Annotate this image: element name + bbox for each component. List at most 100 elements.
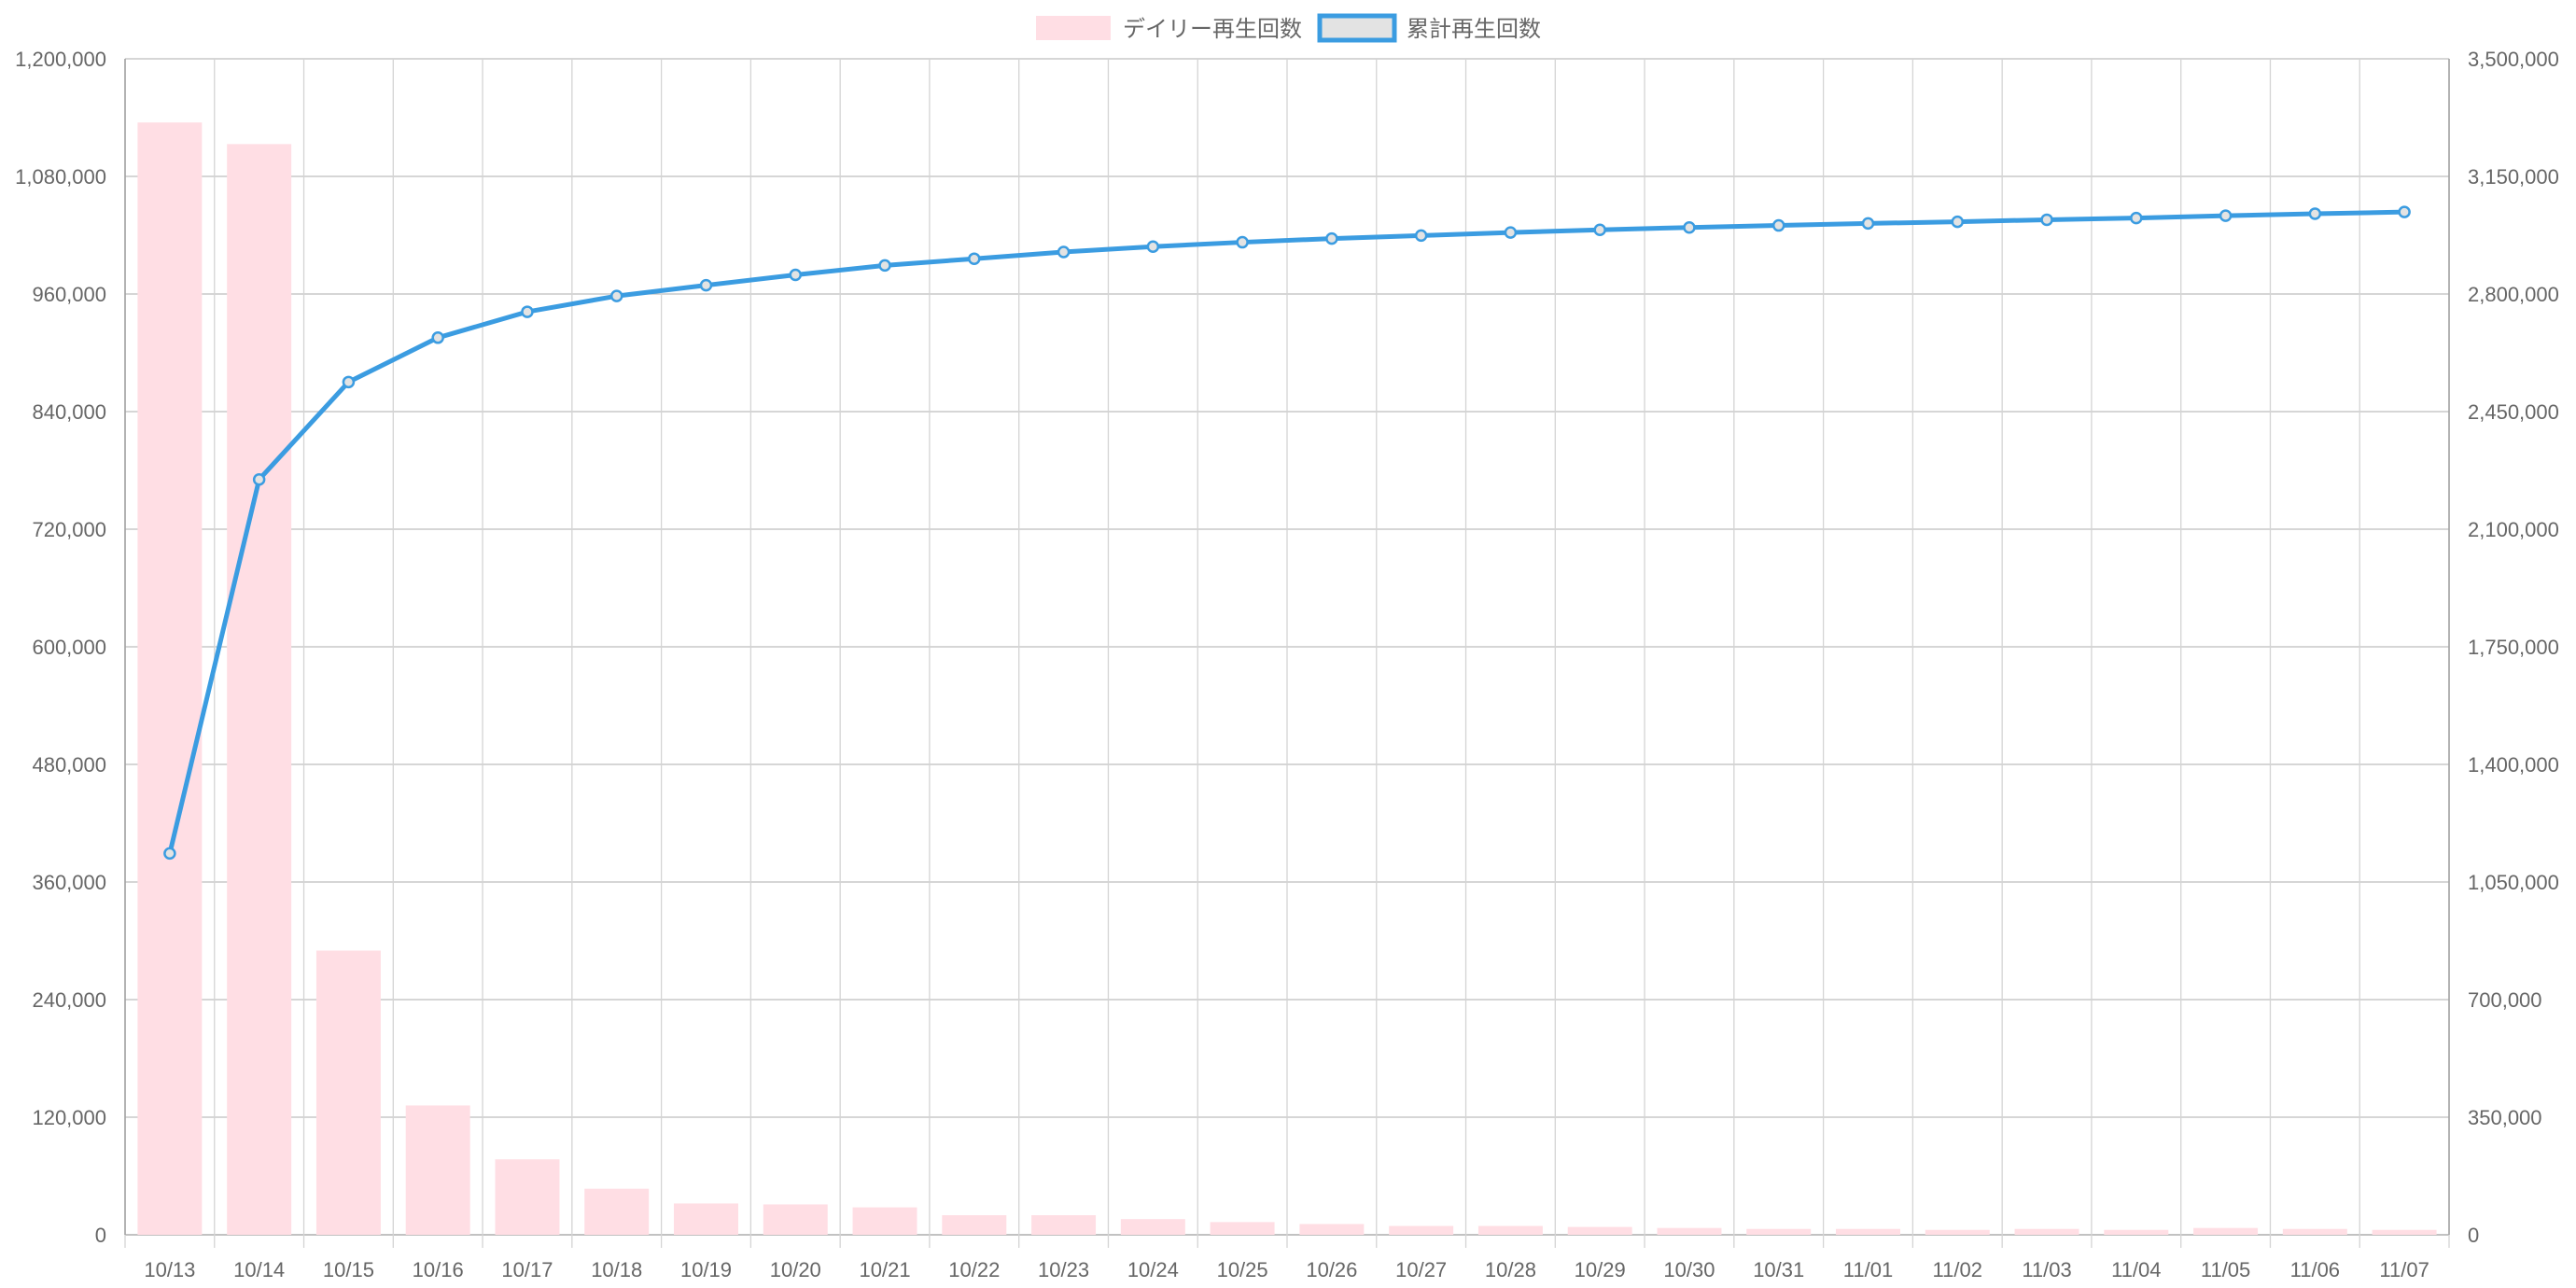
cumulative-point <box>878 259 891 273</box>
x-tick-label: 11/02 <box>1933 1258 1982 1281</box>
daily-bar <box>2014 1228 2079 1235</box>
y-left-tick-label: 1,200,000 <box>15 48 106 71</box>
cumulative-point <box>1683 220 1696 234</box>
y-left-tick-label: 600,000 <box>32 636 106 659</box>
cumulative-point <box>1504 226 1518 239</box>
daily-bar <box>1836 1228 1900 1235</box>
y-left-tick-label: 240,000 <box>32 988 106 1012</box>
cumulative-point <box>699 278 713 292</box>
daily-bar <box>852 1207 917 1235</box>
cumulative-point <box>1861 217 1875 231</box>
x-tick-label: 10/13 <box>144 1258 195 1281</box>
x-tick-label: 10/28 <box>1485 1258 1536 1281</box>
cumulative-point <box>1414 229 1428 243</box>
cumulative-point <box>1593 223 1606 236</box>
x-tick-label: 10/16 <box>413 1258 464 1281</box>
cumulative-point <box>431 331 444 344</box>
y-left-tick-label: 720,000 <box>32 518 106 541</box>
cumulative-point <box>1057 245 1071 259</box>
cumulative-point <box>252 472 266 486</box>
y-right-tick-label: 2,100,000 <box>2468 518 2559 541</box>
legend-item-daily[interactable]: デイリー再生回数 <box>1036 16 1302 42</box>
legend-label-daily: デイリー再生回数 <box>1123 17 1302 42</box>
y-right-tick-label: 0 <box>2468 1224 2479 1247</box>
y-right-tick-label: 1,050,000 <box>2468 871 2559 894</box>
x-tick-label: 11/04 <box>2111 1258 2161 1281</box>
daily-bar <box>2372 1229 2437 1235</box>
daily-bar <box>1210 1222 1275 1235</box>
daily-bar <box>1031 1215 1097 1235</box>
y-right-tick-label: 2,450,000 <box>2468 400 2559 424</box>
x-tick-label: 10/14 <box>233 1258 285 1281</box>
x-tick-label: 11/07 <box>2379 1258 2429 1281</box>
cumulative-point <box>163 847 176 861</box>
daily-bar <box>584 1188 650 1235</box>
x-tick-label: 10/19 <box>680 1258 732 1281</box>
x-tick-label: 10/31 <box>1753 1258 1804 1281</box>
x-tick-label: 10/18 <box>591 1258 642 1281</box>
legend-swatch-daily <box>1036 16 1111 40</box>
daily-bars <box>137 122 2437 1236</box>
daily-bar <box>1120 1219 1185 1235</box>
cumulative-point <box>2130 211 2143 225</box>
cumulative-point <box>2040 213 2053 227</box>
x-tick-label: 11/05 <box>2201 1258 2250 1281</box>
daily-bar <box>763 1204 828 1235</box>
daily-bar <box>2193 1227 2259 1235</box>
cumulative-point <box>1236 235 1249 249</box>
daily-bar <box>495 1159 560 1235</box>
y-right-tick-label: 350,000 <box>2468 1106 2542 1129</box>
x-tick-label: 10/22 <box>948 1258 1000 1281</box>
daily-bar <box>1925 1229 1990 1235</box>
x-tick-label: 10/26 <box>1306 1258 1357 1281</box>
legend-item-cumulative[interactable]: 累計再生回数 <box>1317 13 1541 43</box>
daily-bar <box>137 122 203 1235</box>
daily-bar <box>1389 1225 1454 1235</box>
cumulative-point <box>2219 209 2233 222</box>
cumulative-point <box>2308 207 2322 220</box>
cumulative-point <box>521 305 534 318</box>
cumulative-point <box>1771 218 1785 232</box>
legend[interactable]: デイリー再生回数 累計再生回数 <box>1036 13 1541 43</box>
x-tick-label: 10/27 <box>1395 1258 1447 1281</box>
y-left-tick-label: 840,000 <box>32 400 106 424</box>
daily-bar <box>1567 1226 1632 1235</box>
x-tick-label: 10/15 <box>323 1258 374 1281</box>
daily-bar <box>315 950 381 1235</box>
y-right-tick-label: 3,500,000 <box>2468 48 2559 71</box>
y-left-tick-label: 120,000 <box>32 1106 106 1129</box>
y-left-tick-label: 960,000 <box>32 283 106 306</box>
y-left-tick-label: 0 <box>95 1224 106 1247</box>
gridlines <box>124 58 2450 1248</box>
y-right-tick-label: 1,750,000 <box>2468 636 2559 659</box>
y-right-tick-label: 2,800,000 <box>2468 283 2559 306</box>
cumulative-line <box>167 209 2407 856</box>
y-left-tick-label: 1,080,000 <box>15 165 106 189</box>
legend-label-cumulative: 累計再生回数 <box>1407 17 1541 42</box>
x-tick-label: 11/01 <box>1843 1258 1893 1281</box>
x-tick-label: 10/24 <box>1127 1258 1179 1281</box>
daily-bar <box>1299 1224 1365 1235</box>
daily-bar <box>1746 1228 1812 1235</box>
x-tick-label: 10/20 <box>770 1258 821 1281</box>
cumulative-point <box>342 375 356 389</box>
daily-bar <box>674 1203 738 1235</box>
daily-bar <box>2282 1228 2347 1235</box>
y-right-tick-label: 1,400,000 <box>2468 753 2559 777</box>
x-tick-label: 11/06 <box>2290 1258 2340 1281</box>
cumulative-point <box>2398 205 2411 218</box>
daily-bar <box>1657 1227 1722 1235</box>
y-left-tick-label: 480,000 <box>32 753 106 777</box>
x-tick-label: 10/23 <box>1038 1258 1089 1281</box>
daily-bar <box>942 1215 1007 1235</box>
cumulative-point <box>789 268 803 282</box>
x-tick-label: 10/30 <box>1663 1258 1715 1281</box>
y-right-tick-label: 3,150,000 <box>2468 165 2559 189</box>
cumulative-line-group <box>163 205 2411 861</box>
cumulative-point <box>609 289 623 302</box>
y-right-tick-label: 700,000 <box>2468 988 2542 1012</box>
cumulative-point <box>968 252 981 265</box>
x-tick-label: 10/17 <box>501 1258 553 1281</box>
cumulative-point <box>1951 215 1965 229</box>
